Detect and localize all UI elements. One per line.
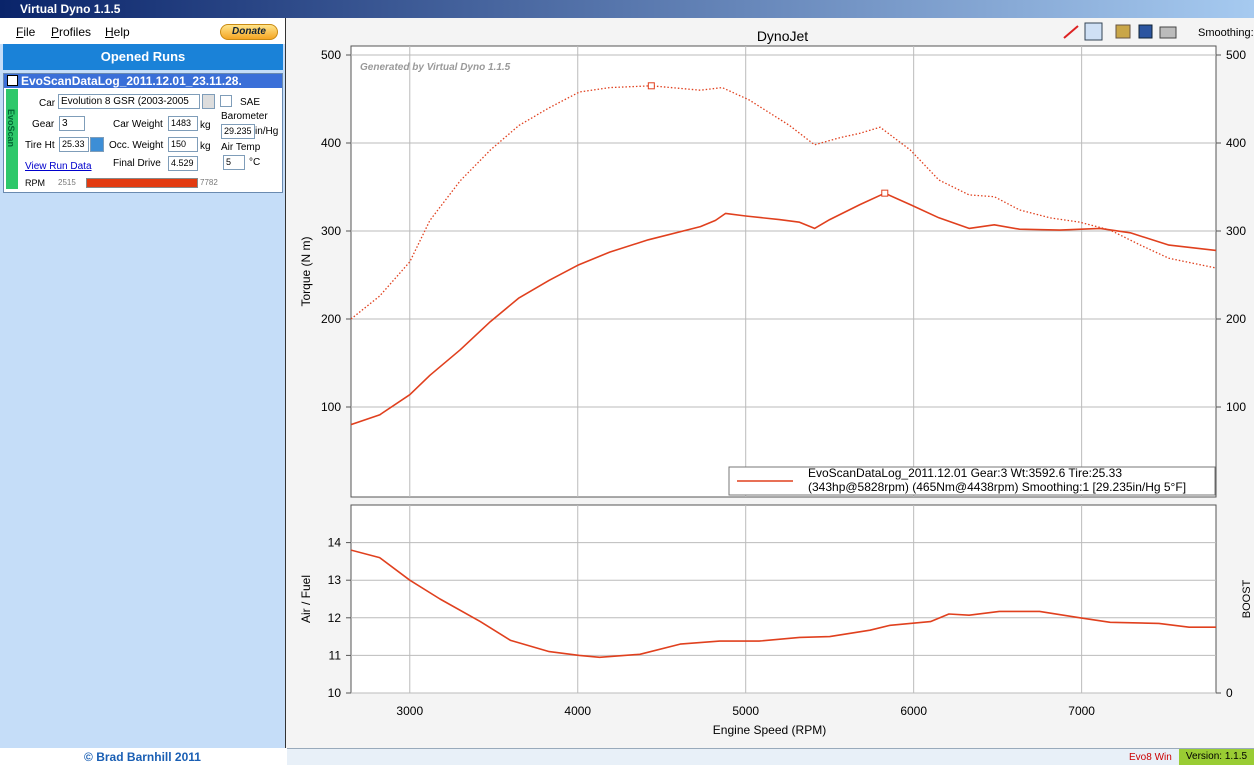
version-status: Version: 1.1.5	[1179, 749, 1254, 765]
window-title: Virtual Dyno 1.1.5	[20, 2, 121, 16]
y-tick-label: 400	[321, 136, 341, 150]
y2-tick-label: 0	[1226, 686, 1233, 700]
series-line	[351, 192, 1216, 426]
menu-item[interactable]: File	[16, 25, 36, 39]
source-tab: EvoScan	[6, 89, 18, 189]
checkbox[interactable]	[220, 95, 232, 107]
rpm-slider[interactable]	[86, 178, 198, 188]
checkbox[interactable]	[7, 75, 18, 86]
label: Air Temp	[221, 142, 261, 153]
y-tick-label: 11	[329, 648, 342, 662]
label: Occ. Weight	[109, 140, 164, 151]
input[interactable]: 4.529	[168, 156, 198, 171]
plot-area	[350, 504, 1217, 694]
run-name[interactable]: EvoScanDataLog_2011.12.01_23.11.28.	[4, 74, 282, 88]
panel-title: Opened Runs	[3, 44, 283, 70]
y-axis-label: Torque (N m)	[299, 236, 313, 306]
unit: in/Hg	[255, 126, 279, 137]
status-bar: Evo8 Win Version: 1.1.5	[287, 748, 1254, 765]
title-bar: Virtual Dyno 1.1.5	[0, 0, 1254, 18]
chart-title: DynoJet	[757, 28, 808, 44]
tool-icon[interactable]	[1084, 22, 1103, 41]
legend-text: (343hp@5828rpm) (465Nm@4438rpm) Smoothin…	[808, 480, 1186, 494]
y2-tick-label: 500	[1226, 48, 1246, 62]
label: Barometer	[221, 111, 268, 122]
peak-marker	[881, 189, 889, 197]
link[interactable]: View Run Data	[25, 161, 92, 172]
source-label: EvoScan	[6, 109, 16, 148]
tool-icon[interactable]	[1159, 26, 1177, 39]
x-tick-label: 6000	[900, 704, 927, 718]
x-axis-label: Engine Speed (RPM)	[713, 723, 826, 737]
y-tick-label: 13	[328, 573, 342, 587]
y-tick-label: 14	[328, 536, 342, 550]
label: Car Weight	[113, 119, 163, 130]
run-title: EvoScanDataLog_2011.12.01_23.11.28.	[21, 74, 242, 88]
slider-max: 7782	[200, 178, 218, 187]
tool-icon[interactable]	[1063, 25, 1079, 39]
x-tick-label: 3000	[396, 704, 423, 718]
legend-text: EvoScanDataLog_2011.12.01 Gear:3 Wt:3592…	[808, 466, 1122, 480]
tool-icon[interactable]	[1138, 24, 1153, 39]
gear-select[interactable]: 3	[59, 116, 85, 131]
y-tick-label: 12	[328, 611, 342, 625]
unit: kg	[200, 120, 211, 131]
toolbar-label: Smoothing:	[1198, 27, 1254, 39]
y2-tick-label: 300	[1226, 224, 1246, 238]
dropdown-arrow[interactable]	[202, 94, 215, 109]
label: Car	[39, 98, 56, 109]
y2-tick-label: 200	[1226, 312, 1246, 326]
input[interactable]: 25.33	[59, 137, 89, 152]
label: Gear	[32, 119, 55, 130]
runs-panel: File Profiles Help Donate Opened Runs Ev…	[0, 18, 287, 764]
menu-item[interactable]: Profiles	[51, 25, 92, 39]
y-tick-label: 300	[321, 224, 341, 238]
x-tick-label: 4000	[564, 704, 591, 718]
unit: kg	[200, 141, 211, 152]
toolbar: Smoothing:	[1063, 22, 1254, 41]
y-tick-label: 500	[321, 48, 341, 62]
y-tick-label: 200	[321, 312, 341, 326]
label: Tire Ht	[25, 140, 55, 151]
peak-marker	[647, 82, 655, 90]
menu-item[interactable]: Help	[105, 25, 130, 39]
input[interactable]: 29.235	[221, 124, 255, 139]
y-tick-label: 100	[321, 400, 341, 414]
label: RPM	[25, 178, 45, 188]
copyright: © Brad Barnhill 2011	[0, 748, 285, 764]
menu-bar: File Profiles Help Donate	[0, 18, 285, 44]
x-tick-label: 7000	[1068, 704, 1095, 718]
y-axis-label: Air / Fuel	[299, 575, 313, 623]
y2-tick-label: 100	[1226, 400, 1246, 414]
watermark: Generated by Virtual Dyno 1.1.5	[360, 62, 511, 73]
chart-area: Smoothing: 10020030040050010020030040050…	[286, 18, 1254, 748]
donate-button[interactable]: Donate	[220, 24, 278, 40]
x-tick-label: 5000	[732, 704, 759, 718]
unit: °C	[249, 157, 261, 168]
label: Final Drive	[113, 158, 161, 169]
label: SAE	[240, 97, 261, 108]
y2-axis-label: BOOST	[1241, 579, 1253, 618]
input[interactable]: 150	[168, 137, 198, 152]
input[interactable]: 5	[223, 155, 245, 170]
profile-status: Evo8 Win	[1129, 752, 1172, 763]
series-line	[351, 85, 1216, 320]
legend-box	[728, 466, 1216, 496]
car-select[interactable]: Evolution 8 GSR (2003-2005	[58, 94, 200, 109]
y2-tick-label: 400	[1226, 136, 1246, 150]
plot-area	[350, 45, 1217, 498]
slider-min: 2515	[58, 178, 76, 187]
tool-icon[interactable]	[1115, 24, 1131, 39]
y-tick-label: 10	[328, 686, 342, 700]
run-card: EvoScanDataLog_2011.12.01_23.11.28. EvoS…	[3, 73, 283, 193]
series-line	[351, 549, 1216, 659]
calc-button[interactable]	[90, 137, 104, 152]
input[interactable]: 1483	[168, 116, 198, 131]
